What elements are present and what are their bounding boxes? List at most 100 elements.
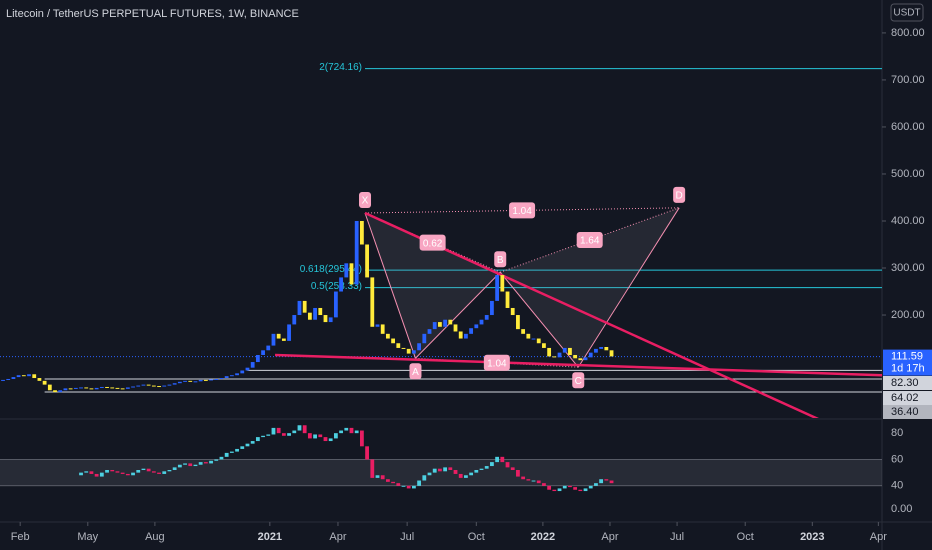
pattern-leg — [415, 271, 501, 359]
pattern-area — [500, 207, 680, 368]
candle — [172, 383, 177, 385]
ratio-box — [419, 234, 446, 251]
candle — [365, 244, 369, 278]
rsi-candle — [562, 485, 567, 489]
rsi-candle — [359, 430, 364, 447]
rsi-candle — [568, 485, 572, 488]
candle — [552, 356, 557, 358]
candle — [526, 333, 531, 339]
rsi-candle — [484, 466, 489, 469]
rsi-candle — [594, 483, 598, 486]
rsi-candle — [328, 438, 333, 442]
rsi-candle — [172, 467, 177, 470]
candle — [495, 275, 500, 301]
candle — [380, 324, 385, 334]
rsi-candle — [479, 468, 484, 470]
candle — [271, 333, 276, 346]
candle — [167, 384, 172, 386]
rsi-candle — [203, 462, 208, 464]
candle — [32, 374, 37, 379]
pattern-point-box — [359, 191, 372, 208]
ratio-leg — [365, 207, 680, 214]
rsi-candle — [422, 475, 427, 481]
rsi-candle — [412, 485, 416, 489]
rsi-tick-label: 40 — [891, 480, 903, 492]
candle — [349, 263, 354, 285]
rsi-candle — [84, 471, 89, 473]
rsi-candle — [344, 427, 349, 431]
ratio-box — [483, 354, 510, 371]
countdown: 1d 17h — [891, 363, 925, 375]
x-tick-label: Apr — [601, 531, 618, 543]
rsi-candle — [588, 485, 593, 489]
candle — [542, 343, 546, 348]
candle — [500, 275, 505, 292]
rsi-candle — [438, 468, 442, 472]
rsi-candle — [79, 472, 83, 476]
rsi-candle — [396, 483, 401, 486]
candle — [427, 329, 432, 334]
pattern-point-label: A — [412, 367, 419, 378]
candle — [21, 375, 26, 377]
candle — [146, 384, 151, 386]
candle — [458, 331, 463, 339]
rsi-candle — [99, 472, 104, 477]
rsi-candle — [604, 479, 609, 481]
ratio-label: 1.04 — [487, 358, 507, 369]
currency-box[interactable] — [890, 3, 924, 22]
rsi-candle — [516, 470, 520, 477]
support-label: 64.02 — [891, 392, 919, 404]
rsi-candle — [125, 473, 130, 476]
trendline — [274, 353, 882, 377]
axes: 200.00300.00400.00500.00600.00700.00800.… — [11, 27, 932, 543]
candle — [469, 328, 474, 334]
x-tick-label: 2022 — [531, 531, 555, 543]
candle — [188, 380, 193, 382]
candle — [198, 379, 203, 382]
rsi-candle — [432, 468, 437, 473]
rsi-candle — [339, 430, 343, 434]
rsi-candle — [141, 468, 146, 470]
rsi-candle — [375, 475, 380, 478]
ratio-label: 1.04 — [512, 206, 532, 217]
rsi-candle — [307, 433, 312, 439]
candle — [245, 367, 250, 371]
rsi-candle — [385, 479, 390, 482]
candle — [339, 277, 343, 292]
candle — [313, 307, 317, 320]
rsi-candle — [167, 470, 172, 472]
candle — [120, 388, 125, 390]
ratio-label: 1.64 — [580, 236, 600, 247]
rsi-candle — [214, 459, 219, 461]
candle — [396, 343, 401, 348]
candle — [344, 263, 349, 278]
candle — [224, 376, 229, 379]
rsi-candle — [505, 462, 510, 468]
candle — [510, 307, 515, 316]
rsi-candle — [599, 479, 604, 484]
rsi-candle — [323, 437, 328, 442]
currency[interactable]: USDT — [893, 8, 920, 19]
candle — [177, 381, 182, 384]
candle — [229, 375, 234, 377]
rsi-candle — [198, 462, 203, 465]
candle — [115, 387, 120, 389]
candle — [240, 370, 245, 374]
candle — [599, 347, 604, 349]
rsi-candle — [531, 480, 536, 482]
rsi-candle — [401, 485, 406, 487]
candle — [53, 390, 57, 393]
rsi-candle — [313, 434, 317, 439]
pattern-area — [365, 212, 501, 359]
x-tick-label: Oct — [737, 531, 754, 543]
x-tick-label: 2023 — [800, 531, 824, 543]
candle — [531, 338, 536, 340]
candle — [594, 348, 598, 353]
rsi-candle — [391, 481, 395, 484]
rsi-candle — [146, 468, 151, 472]
candle — [287, 324, 291, 341]
candle — [307, 312, 312, 320]
rsi-candle — [255, 437, 260, 442]
candle — [16, 375, 21, 378]
candle — [588, 352, 593, 358]
